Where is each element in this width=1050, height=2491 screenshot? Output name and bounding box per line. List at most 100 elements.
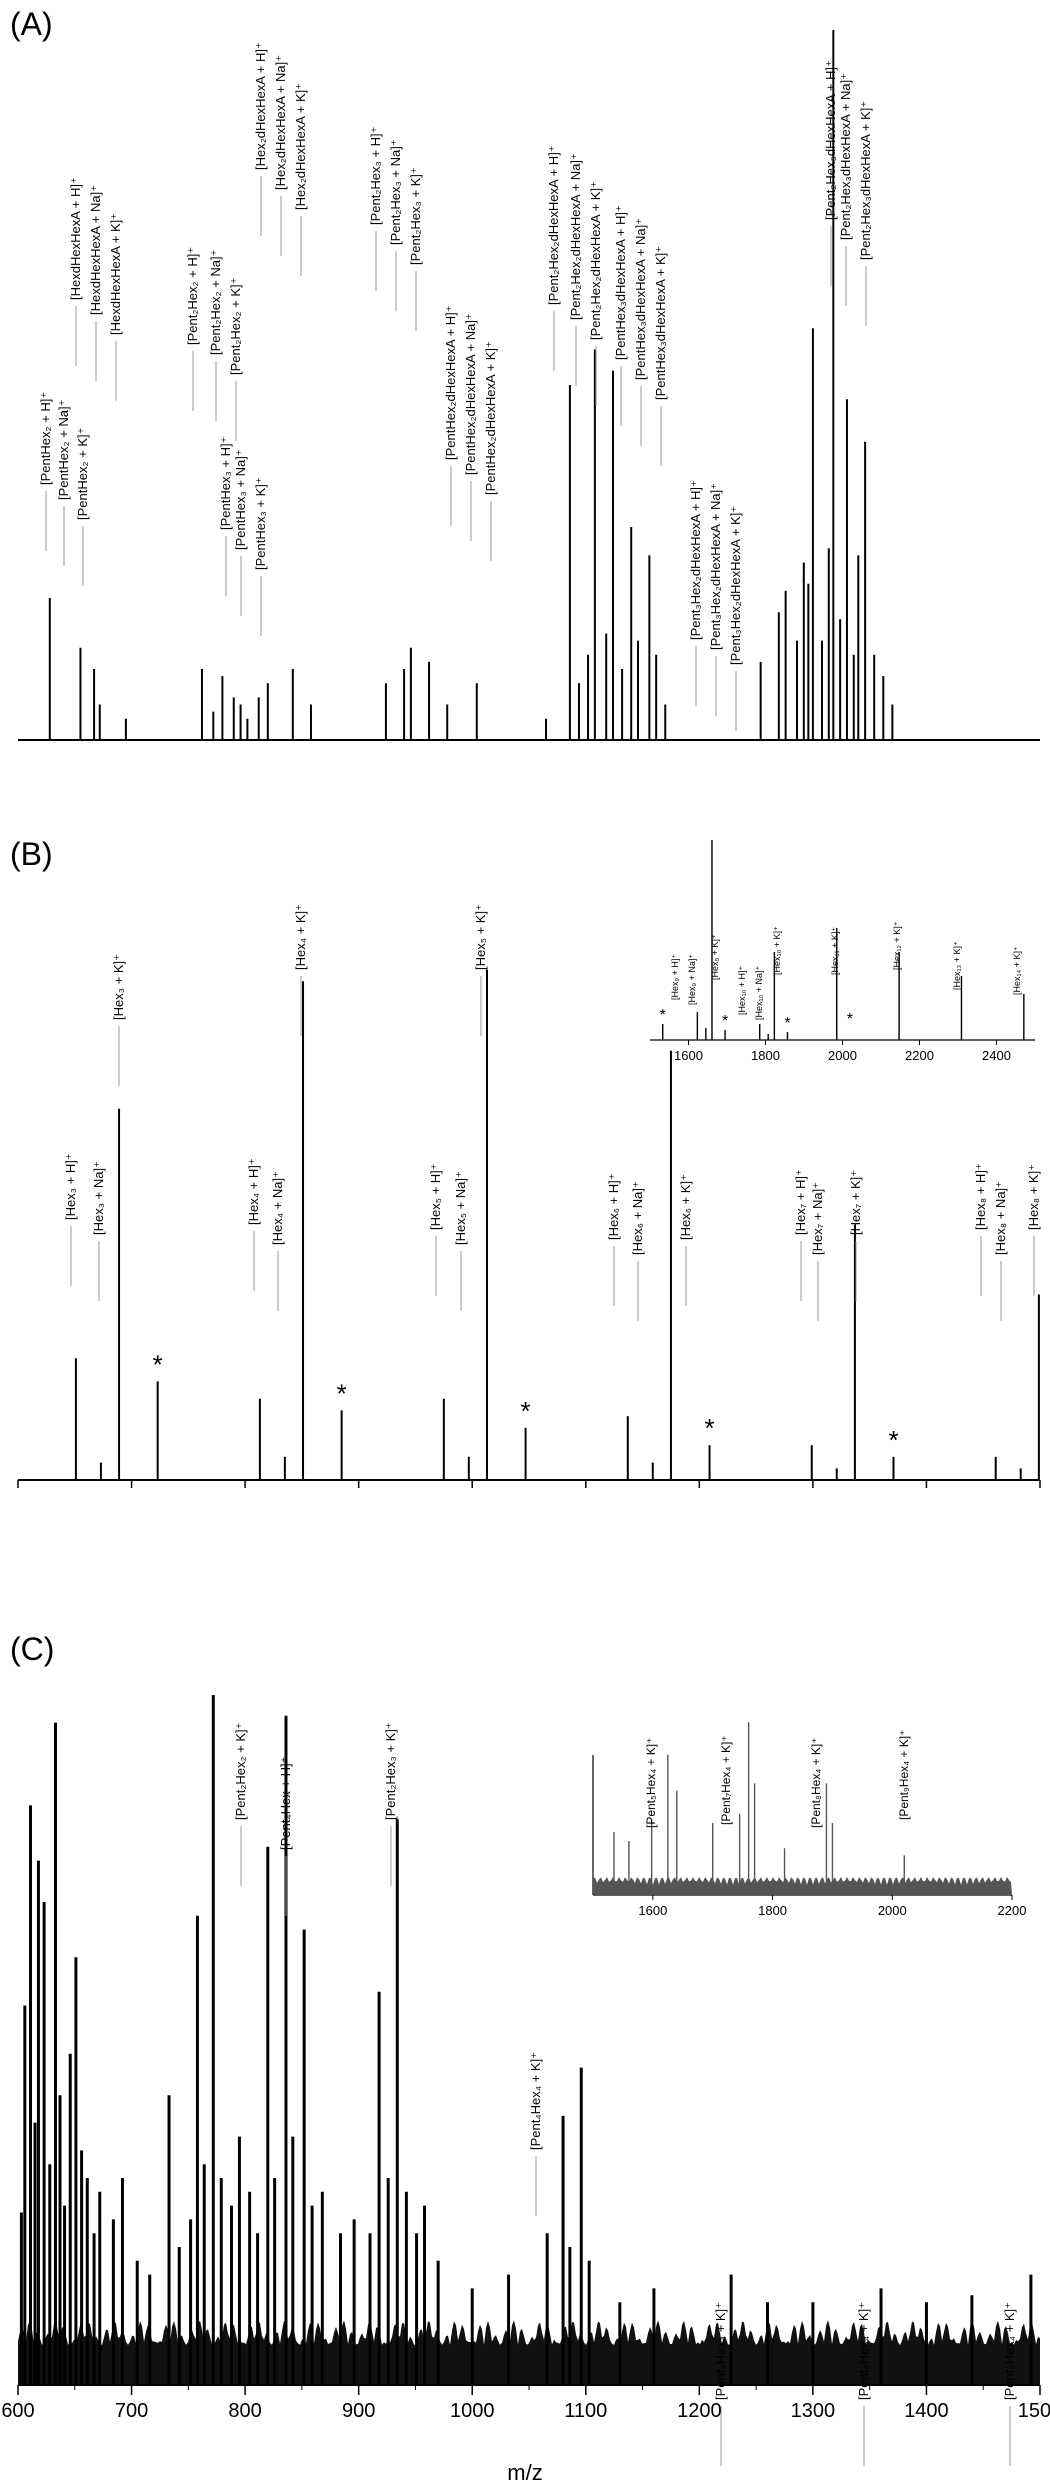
inset-peak-label: [Hex₉ + K]⁺ [710,934,720,980]
x-tick-label: 1500 [1018,2400,1050,2422]
x-tick-label: 1300 [791,2400,836,2422]
star-marker: * [521,1396,531,1426]
peak-label: [Hex₄ + H]⁺ [246,1158,261,1225]
panel-c: (C) [Pent₂Hex₂ + K]⁺ [Pent₄Hex + H]⁺ [Pent… [10,1631,1040,2466]
inset-tick-label: 1800 [758,1903,787,1918]
peak-label: [Hex₈ + K]⁺ [1026,1164,1041,1230]
inset-tick-label: 2000 [878,1903,907,1918]
peak-label: [Hex₂dHexHexA + K]⁺ [293,83,308,210]
peak-label: [PentHex₂ + Na]⁺ [56,400,71,500]
inset-peak-label: [Hex₁₄ + K]⁺ [1012,946,1022,995]
peak-label: [Pent₅Hex₄ + K]⁺ [1002,2302,1017,2400]
inset-peak-label: [Hex₁₂ + K]⁺ [892,921,902,970]
inset-peak-label: [Hex₉ + H]⁺ [670,954,680,1000]
inset-peak-label: [Hex₁₀ + H]⁺ [737,965,747,1015]
inset-star: * [660,1007,666,1024]
inset-tick-label: 1600 [674,1048,703,1063]
peak-label: [HexdHexHexA + H]⁺ [68,177,83,300]
peak-label: [PentHex₂dHexHexA + K]⁺ [483,341,498,495]
peak-label: [Hex₃ + K]⁺ [111,954,126,1020]
panel-label-c: (C) [10,1631,54,1667]
inset-tick-label: 2200 [998,1903,1027,1918]
inset-tick-label: 2200 [905,1048,934,1063]
peak-label: [Pent₃Hex₂dHexHexA + H]⁺ [688,480,703,640]
peak-label: [Pent₂Hex₃ + K]⁺ [383,1722,398,1820]
peak-label: [Hex₆ + Na]⁺ [630,1181,645,1255]
peak-label: [Hex₇ + H]⁺ [793,1169,808,1235]
x-tick-label: 800 [228,2400,261,2422]
peak-label: [Pent₄Hex₄ + K]⁺ [856,2302,871,2400]
peak-label: [Hex₅ + K]⁺ [473,904,488,970]
inset-tick-label: 1800 [751,1048,780,1063]
peak-label: [Pent₂Hex₂ + K]⁺ [228,277,243,375]
peak-label: [Pent₄Hex + H]⁺ [278,1757,293,1850]
peak-label: [HexdHexHexA + K]⁺ [108,213,123,335]
panel-c-inset: 1600 1800 2000 2200 [Pent₅Hex₄ + K]⁺ [Pent₇He… [592,1722,1027,1918]
peak-label: [PentHex₃ + K]⁺ [253,477,268,570]
peak-label: [Pent₂Hex₂dHexHexA + Na]⁺ [568,153,583,320]
inset-tick-label: 1600 [638,1903,667,1918]
inset-star: * [847,1011,853,1028]
inset-peak-label: [Hex₁₁ + K]⁺ [830,927,840,975]
noise-floor [18,2320,1040,2385]
panel-b-inset: 1600 1800 2000 2200 2400 * * * * [Hex₉ + H]⁺ [Hex₉… [650,840,1035,1063]
peak-label: [Pent₂Hex₂dHexHexA + H]⁺ [546,145,561,305]
inset-star: * [722,1013,728,1030]
inset-peak-label: [Pent₇Hex₄ + K]⁺ [719,1735,733,1825]
inset-star: * [784,1015,790,1032]
inset-peak-label: [Pent₅Hex₄ + K]⁺ [644,1738,658,1828]
peak-label: [Pent₄Hex₄ + K]⁺ [528,2052,543,2150]
panel-a: (A) [PentHex₂ + H]⁺ [PentHex₂ + Na]⁺ [Pent… [10,6,1040,741]
peak-label: [PentHex₂dHexHexA + Na]⁺ [463,313,478,475]
inset-peak-label: [Hex₁₀ + Na]⁺ [754,965,764,1020]
x-tick-label: 1100 [564,2400,607,2422]
inset-peak-label: [Hex₁₀ + K]⁺ [772,926,782,975]
peak-label: [Pent₃Hex₂dHexHexA + Na]⁺ [708,483,723,650]
peak-label: [Hex₅ + H]⁺ [428,1163,443,1230]
peak-label: [PentHex₃dHexHexA + H]⁺ [613,205,628,360]
x-tick-label: 1400 [904,2400,949,2422]
peak-label: [Pent₃Hex₄ + K]⁺ [713,2302,728,2400]
inset-peak-label: [Hex₉ + Na]⁺ [687,954,697,1005]
peak-label: [Hex₆ + H]⁺ [606,1173,621,1240]
peak-label: [Hex₄ + Na]⁺ [270,1171,285,1245]
peak-label: [Hex₇ + Na]⁺ [810,1182,825,1255]
shared-x-axis: 600 700 800 900 1000 1100 1200 1300 1400 1500 [1,2384,1050,2422]
peak-label: [Hex₃ + H]⁺ [63,1153,78,1220]
peak-label: [Hex₂dHexHexA + H]⁺ [253,42,268,170]
peak-label: [Hex₂dHexHexA + Na]⁺ [273,55,288,190]
peak-label: [Pent₂Hex₃ + Na]⁺ [388,139,403,245]
peak-label: [Pent₂Hex₃dHexHexA + H]⁺ [823,60,838,220]
peak-label: [PentHex₂ + K]⁺ [75,428,90,520]
inset-tick-label: 2000 [828,1048,857,1063]
peak-label: [Pent₂Hex₂ + Na]⁺ [208,250,223,355]
peak-label: [Hex₆ + K]⁺ [678,1174,693,1240]
peak-label: [PentHex₂ + H]⁺ [38,392,53,485]
peak-label: [PentHex₃dHexHexA + Na]⁺ [633,218,648,380]
peak-label: [Hex₈ + H]⁺ [973,1163,988,1230]
peak-label: [Pent₂Hex₂ + K]⁺ [233,1722,248,1820]
peak-label: [PentHex₃ + H]⁺ [218,437,233,530]
star-marker: * [337,1378,347,1408]
x-tick-label: 900 [342,2400,375,2422]
inset-peak-label: [Hex₁₃ + K]⁺ [952,941,962,990]
inset-peak-label: [Pent₈Hex₄ + K]⁺ [809,1737,823,1828]
peak-label: [Pent₃Hex₂dHexHexA + K]⁺ [728,506,743,665]
peak-label: [Pent₂Hex₃dHexHexA + K]⁺ [858,101,873,260]
panel-label-a: (A) [10,6,53,42]
peak-label: [Hex₃ + Na]⁺ [91,1161,106,1235]
panel-label-b: (B) [10,836,53,872]
peak-label: [Hex₇ + K]⁺ [848,1170,863,1235]
inset-noise [593,1877,1012,1895]
peak-label: [Pent₂Hex₃dHexHexA + Na]⁺ [838,73,853,240]
star-marker: * [704,1413,714,1443]
inset-peak-label: [Pent₉Hex₄ + K]⁺ [897,1730,911,1820]
x-tick-label: 600 [1,2400,34,2422]
star-marker: * [888,1425,898,1455]
peak-label: [Pent₂Hex₂dHexHexA + K]⁺ [588,181,603,340]
inset-tick-label: 2400 [982,1048,1011,1063]
peak-label: [PentHex₂dHexHexA + H]⁺ [443,305,458,460]
x-tick-label: 1000 [450,2400,495,2422]
peak-label: [PentHex₃dHexHexA + K]⁺ [653,246,668,400]
